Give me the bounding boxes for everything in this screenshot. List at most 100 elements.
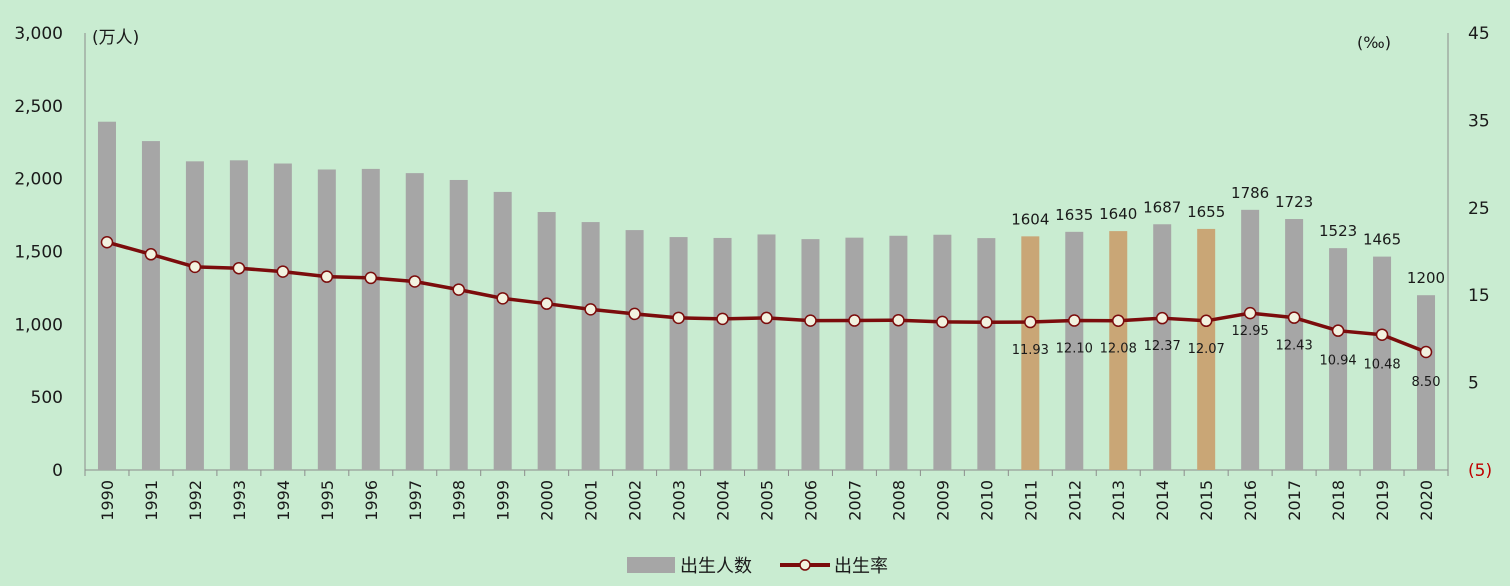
line-point-2006 — [804, 314, 817, 327]
line-point-2003 — [672, 311, 685, 325]
bar-1997 — [405, 173, 424, 470]
x-tick-label: 2014 — [1153, 480, 1172, 521]
right-tick-label: 35 — [1468, 111, 1490, 131]
line-point-2009 — [936, 315, 949, 329]
x-tick-label: 2012 — [1065, 480, 1084, 521]
left-tick-label: 2,000 — [14, 170, 63, 190]
bar-2007 — [845, 237, 864, 470]
bar-2016 — [1241, 209, 1260, 470]
right-tick-label: 5 — [1468, 374, 1479, 394]
line-data-label: 10.48 — [1363, 358, 1400, 373]
line-point-2018 — [1331, 324, 1345, 337]
x-tick-label: 1990 — [98, 480, 117, 521]
bar-2020 — [1417, 295, 1436, 470]
legend-line-marker — [799, 559, 811, 571]
bar-data-label: 1635 — [1055, 206, 1093, 224]
x-tick-label: 1992 — [186, 480, 205, 521]
bar-1993 — [229, 160, 248, 470]
x-tick-label: 2020 — [1417, 480, 1436, 521]
bar-data-label: 1604 — [1011, 210, 1049, 228]
legend-bar-swatch — [627, 557, 675, 573]
line-point-2004 — [716, 312, 729, 326]
left-tick-label: 1,500 — [14, 243, 63, 263]
x-tick-label: 2000 — [538, 480, 557, 521]
bar-2004 — [713, 237, 732, 470]
bar-2008 — [889, 235, 908, 470]
x-tick-label: 2011 — [1021, 480, 1040, 521]
line-point-2002 — [628, 307, 641, 321]
line-point-2000 — [540, 297, 553, 310]
line-point-1996 — [364, 271, 378, 285]
line-point-2020 — [1419, 345, 1433, 359]
right-tick-label: 25 — [1468, 199, 1490, 219]
line-point-1991 — [144, 248, 158, 261]
left-axis-unit: (万人) — [92, 28, 139, 48]
bar-data-label: 1523 — [1319, 222, 1357, 240]
x-tick-label: 2018 — [1329, 480, 1348, 521]
line-data-label: 12.95 — [1232, 324, 1269, 339]
left-tick-label: 3,000 — [14, 24, 63, 44]
left-tick-label: 2,500 — [14, 97, 63, 117]
line-point-1998 — [452, 283, 465, 296]
right-axis-unit: (‰) — [1357, 33, 1391, 52]
bar-data-label: 1687 — [1143, 198, 1181, 216]
line-point-2017 — [1287, 311, 1301, 324]
x-tick-label: 2007 — [845, 480, 864, 521]
line-data-label: 12.43 — [1276, 339, 1313, 354]
bar-2015 — [1197, 228, 1216, 470]
bar-2003 — [669, 237, 688, 470]
line-point-2012 — [1068, 314, 1081, 327]
bar-2002 — [625, 230, 644, 470]
left-tick-label: 500 — [31, 388, 63, 408]
legend-line-label: 出生率 — [834, 556, 888, 577]
bar-data-label: 1200 — [1407, 269, 1445, 287]
x-tick-label: 2003 — [670, 480, 689, 521]
bar-1991 — [141, 141, 160, 471]
x-tick-label: 1997 — [406, 480, 425, 521]
x-tick-label: 2013 — [1109, 480, 1128, 521]
x-tick-label: 2015 — [1197, 480, 1216, 521]
bar-2001 — [581, 222, 600, 470]
bar-1992 — [185, 161, 204, 470]
bar-1990 — [97, 121, 116, 470]
line-point-1999 — [496, 292, 509, 305]
bar-1999 — [493, 191, 512, 470]
bar-data-label: 1465 — [1363, 231, 1401, 249]
line-point-2001 — [584, 303, 597, 316]
bar-2006 — [801, 239, 820, 470]
x-tick-label: 1998 — [450, 480, 469, 521]
x-tick-label: 2019 — [1373, 480, 1392, 521]
line-point-2007 — [848, 314, 861, 327]
legend: 出生人数 出生率 — [627, 556, 888, 577]
bar-2013 — [1109, 231, 1128, 470]
bar-data-label: 1723 — [1275, 193, 1313, 211]
right-tick-label: 15 — [1468, 286, 1490, 306]
x-tick-label: 2008 — [889, 480, 908, 521]
line-point-1993 — [232, 261, 246, 275]
bar-2012 — [1065, 231, 1084, 470]
bar-2018 — [1329, 248, 1348, 470]
bar-1995 — [317, 169, 336, 470]
bar-2011 — [1021, 236, 1040, 470]
line-data-label: 12.07 — [1188, 342, 1225, 357]
line-point-1990 — [100, 235, 114, 249]
line-point-2011 — [1024, 315, 1037, 329]
right-tick-label: 45 — [1468, 24, 1490, 44]
x-tick-label: 1996 — [362, 480, 381, 521]
bar-2005 — [757, 234, 776, 470]
line-data-label: 10.94 — [1319, 354, 1356, 369]
left-tick-label: 0 — [52, 461, 63, 481]
bar-2000 — [537, 212, 556, 470]
x-tick-label: 2001 — [582, 480, 601, 521]
x-tick-label: 2004 — [714, 480, 733, 521]
x-tick-label: 1991 — [142, 480, 161, 521]
bar-2009 — [933, 234, 952, 470]
x-tick-label: 2009 — [933, 480, 952, 521]
x-tick-label: 2002 — [626, 480, 645, 521]
line-point-1992 — [188, 260, 202, 274]
line-point-2015 — [1199, 314, 1213, 328]
legend-bar-label: 出生人数 — [680, 556, 752, 577]
x-tick-label: 2006 — [801, 480, 820, 521]
x-tick-label: 2005 — [758, 480, 777, 521]
